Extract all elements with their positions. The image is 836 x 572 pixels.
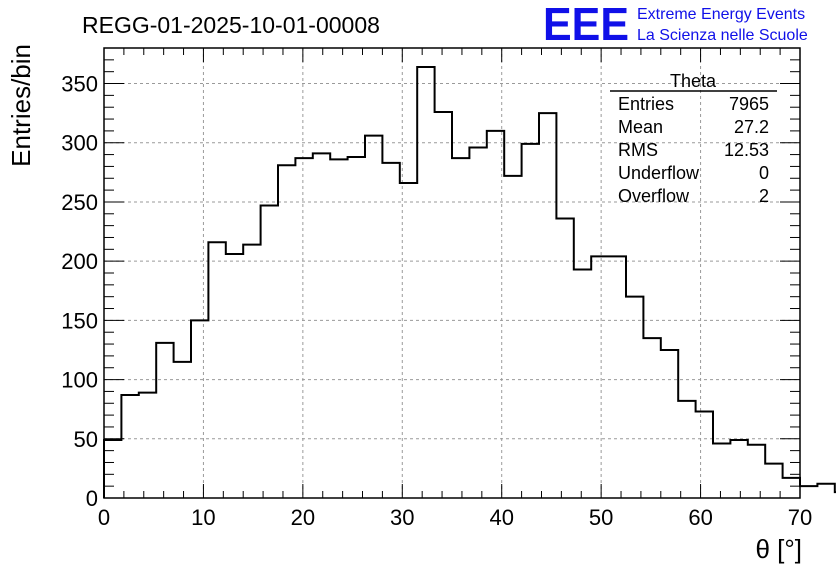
x-tick-label: 40 <box>489 505 513 530</box>
x-axis-label: θ [°] <box>755 534 802 564</box>
stats-row-label: Entries <box>618 94 674 114</box>
stats-row-label: Overflow <box>618 186 690 206</box>
stats-row-value: 7965 <box>729 94 769 114</box>
x-tick-label: 30 <box>390 505 414 530</box>
stats-row-label: RMS <box>618 140 658 160</box>
x-tick-label: 50 <box>589 505 613 530</box>
plot-frame <box>103 47 801 499</box>
x-tick-label: 70 <box>788 505 812 530</box>
stats-row-value: 0 <box>759 163 769 183</box>
stats-row-label: Underflow <box>618 163 700 183</box>
y-tick-labels: 0 50 100 150 200 250 300 350 <box>61 72 98 511</box>
y-tick-label: 100 <box>61 368 98 393</box>
y-axis-label: Entries/bin <box>6 44 36 167</box>
y-tick-label: 150 <box>61 308 98 333</box>
x-tick-labels: 0 10 20 30 40 50 60 70 <box>98 505 812 530</box>
y-tick-label: 250 <box>61 190 98 215</box>
x-tick-label: 0 <box>98 505 110 530</box>
x-tick-label: 60 <box>688 505 712 530</box>
histogram-outline <box>103 65 836 498</box>
y-tick-label: 50 <box>74 427 98 452</box>
logo-line-1: Extreme Energy Events <box>637 6 805 23</box>
chart-title: REGG-01-2025-10-01-00008 <box>82 12 380 38</box>
y-tick-label: 300 <box>61 131 98 156</box>
stats-box: Theta Entries 7965 Mean 27.2 RMS 12.53 Underfl… <box>610 71 777 206</box>
logo-mark: EEE <box>543 0 629 50</box>
stats-row-value: 2 <box>759 186 769 206</box>
stats-title: Theta <box>670 71 717 91</box>
stats-row-label: Mean <box>618 117 663 137</box>
logo-line-2: La Scienza nelle Scuole <box>637 27 808 44</box>
y-tick-label: 0 <box>86 486 98 511</box>
stats-rows: Entries 7965 Mean 27.2 RMS 12.53 Underflow 0 Ove… <box>618 94 769 206</box>
x-tick-label: 10 <box>191 505 215 530</box>
y-tick-label: 200 <box>61 249 98 274</box>
y-tick-label: 350 <box>61 72 98 97</box>
stats-row-value: 12.53 <box>724 140 769 160</box>
eee-logo: EEE Extreme Energy Events La Scienza nel… <box>543 0 808 50</box>
x-tick-label: 20 <box>291 505 315 530</box>
stats-row-value: 27.2 <box>734 117 769 137</box>
